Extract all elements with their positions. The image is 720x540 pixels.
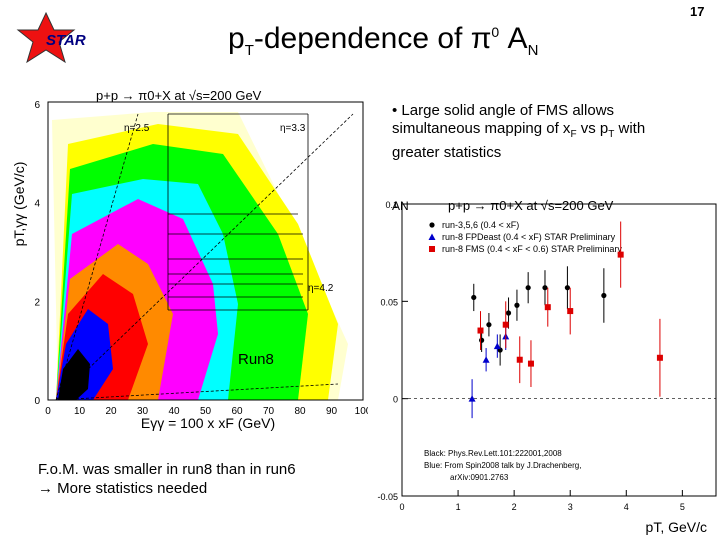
an-points: [468, 221, 663, 419]
an-data-point: [617, 251, 624, 258]
left-x-tick-label: 70: [263, 406, 275, 417]
left-x-tick-label: 50: [200, 406, 212, 417]
references: Black: Phys.Rev.Lett.101:222001,2008 Blu…: [424, 448, 581, 484]
an-legend-label: run-8 FPDeast (0.4 < xF) STAR Preliminar…: [442, 232, 616, 242]
eta-left-label: η=2.5: [124, 123, 150, 134]
occupancy-map: [48, 112, 363, 400]
eta-line-left: [55, 113, 139, 401]
an-x-tick-label: 3: [568, 502, 573, 512]
left-plot-y-ticks: 6 4 2 0: [34, 100, 40, 407]
left-x-tick-label: 40: [168, 406, 180, 417]
an-data-point: [656, 354, 663, 361]
left-y-tick-label: 6: [34, 100, 40, 111]
reference-line-3: arXiv:0901.2763: [450, 473, 509, 482]
an-x-tick-label: 5: [680, 502, 685, 512]
left-x-tick-label: 30: [137, 406, 149, 417]
fom-line-1: F.o.M. was smaller in run8 than in run6: [38, 461, 296, 478]
star-icon: [16, 11, 76, 64]
an-data-point: [505, 310, 512, 316]
an-data-point: [544, 304, 551, 311]
slide-number: 17: [690, 4, 705, 19]
an-plot-frame: [401, 203, 717, 497]
an-ylabel: AN: [392, 199, 409, 213]
eta-line-mid: [55, 383, 339, 401]
star-logo-text: STAR: [46, 32, 86, 49]
left-plot-x-ticks: 0 10 20 30 40 50 60 70 80 90 100: [45, 406, 368, 417]
binning-grid: [167, 113, 309, 311]
an-data-point: [601, 292, 607, 299]
an-xlabel: pT, GeV/c: [646, 519, 707, 535]
an-data-point: [514, 302, 520, 308]
left-x-tick-label: 80: [294, 406, 306, 417]
fom-text: F.o.M. was smaller in run8 than in run6 …: [38, 460, 296, 498]
left-y-tick-label: 2: [34, 297, 40, 308]
an-data-point: [527, 360, 534, 367]
map-black: [58, 349, 90, 400]
an-legend: run-3,5,6 (0.4 < xF) run-8 FPDeast (0.4 <…: [428, 220, 622, 254]
an-legend-label: run-8 FMS (0.4 < xF < 0.6) STAR Prelimin…: [442, 244, 622, 254]
an-y-tick-label: 0: [393, 395, 398, 405]
eta-mid-label: η=4.2: [308, 283, 334, 294]
an-y-tick-label: -0.05: [377, 492, 398, 502]
an-data-point: [567, 308, 574, 315]
an-legend-marker: [429, 246, 435, 252]
left-x-tick-label: 10: [74, 406, 86, 417]
an-x-ticks: 0 1 2 3 4 5: [399, 490, 685, 512]
left-x-tick-label: 60: [231, 406, 243, 417]
left-x-tick-label: 90: [326, 406, 338, 417]
bullet-text: • Large solid angle of FMS allows simult…: [392, 102, 646, 161]
left-x-tick-label: 100: [355, 406, 368, 417]
an-data-point: [482, 356, 490, 363]
an-data-point: [493, 342, 501, 350]
an-data-point: [468, 395, 476, 402]
fom-line-2: → More statistics needed: [38, 480, 208, 497]
left-plot-title: p+p → π0+X at √s=200 GeV: [96, 88, 262, 103]
an-data-point: [564, 285, 571, 291]
left-y-tick-label: 4: [34, 199, 40, 210]
an-legend-marker: [429, 222, 435, 228]
an-legend-marker: [428, 233, 436, 240]
an-y-tick-label: 0.1: [385, 200, 398, 210]
an-y-tick-label: 0.05: [380, 297, 398, 307]
plot-frame: [47, 101, 364, 401]
page-title: pT-dependence of π0 AN: [228, 22, 539, 59]
an-data-point: [471, 294, 477, 301]
left-x-tick-label: 20: [105, 406, 117, 417]
reference-line-2: Blue: From Spin2008 talk by J.Drachenber…: [424, 461, 582, 470]
an-chart: AN p+p → π0+X at √s=200 GeV pT, GeV/c ru…: [377, 198, 717, 535]
reference-line-1: Black: Phys.Rev.Lett.101:222001,2008: [424, 449, 562, 458]
an-x-tick-label: 2: [512, 502, 517, 512]
an-data-point: [486, 322, 492, 328]
left-y-tick-label: 0: [34, 396, 40, 407]
an-title: p+p → π0+X at √s=200 GeV: [448, 198, 614, 213]
eta-line-right: [55, 113, 354, 401]
left-x-tick-label: 0: [45, 406, 51, 417]
an-data-point: [477, 327, 484, 334]
an-x-tick-label: 0: [399, 502, 404, 512]
star-logo: STAR: [16, 11, 86, 64]
an-data-point: [542, 285, 548, 291]
an-legend-label: run-3,5,6 (0.4 < xF): [442, 220, 519, 230]
an-x-tick-label: 4: [624, 502, 629, 512]
left-plot-xlabel: Eγγ = 100 x xF (GeV): [141, 415, 275, 431]
an-data-point: [502, 321, 509, 328]
left-plot-ylabel: pT,γγ (GeV/c): [11, 162, 27, 247]
an-y-ticks: 0.1 0.05 0 -0.05: [377, 200, 408, 502]
an-x-tick-label: 1: [456, 502, 461, 512]
an-data-point: [479, 337, 485, 343]
run-label: Run8: [238, 351, 274, 368]
eta-right-label: η=3.3: [280, 123, 306, 134]
an-data-point: [525, 285, 531, 291]
an-data-point: [516, 356, 523, 363]
left-plot: p+p → π0+X at √s=200 GeV η=2.5 η=3.3 η=4…: [11, 88, 368, 431]
